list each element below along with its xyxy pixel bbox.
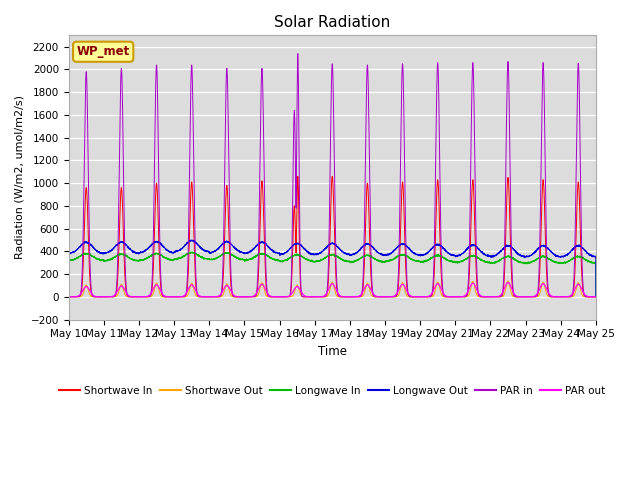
X-axis label: Time: Time	[317, 345, 347, 358]
Legend: Shortwave In, Shortwave Out, Longwave In, Longwave Out, PAR in, PAR out: Shortwave In, Shortwave Out, Longwave In…	[55, 382, 609, 400]
Title: Solar Radiation: Solar Radiation	[274, 15, 390, 30]
Text: WP_met: WP_met	[77, 45, 130, 58]
Y-axis label: Radiation (W/m2, umol/m2/s): Radiation (W/m2, umol/m2/s)	[15, 96, 25, 259]
